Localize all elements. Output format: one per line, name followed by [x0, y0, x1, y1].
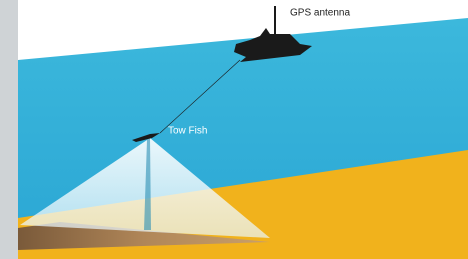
diagram: GPS antenna Tow Fish — [0, 0, 468, 259]
gps-label: GPS antenna — [290, 8, 350, 19]
tow-fish-label: Tow Fish — [168, 126, 207, 137]
side-strip — [0, 0, 18, 259]
